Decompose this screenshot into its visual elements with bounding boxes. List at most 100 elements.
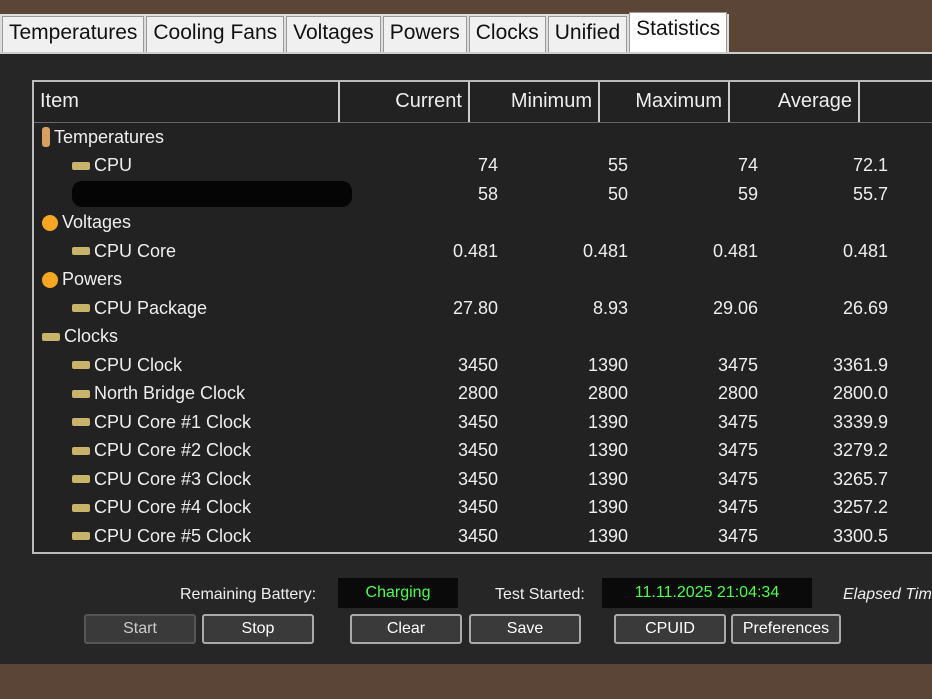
item-name: CPU Core #3 Clock xyxy=(94,468,252,489)
group-row[interactable]: Voltages xyxy=(34,209,932,238)
chip-icon xyxy=(72,475,90,484)
table-header: Item Current Minimum Maximum Average xyxy=(34,82,932,123)
test-started-value: 11.11.2025 21:04:34 xyxy=(602,578,812,608)
item-cell: CPU Core #5 Clock xyxy=(34,526,378,547)
item-name: CPU xyxy=(94,155,133,176)
column-average[interactable]: Average xyxy=(730,82,860,122)
tab-bar: Temperatures Cooling Fans Voltages Powers Cl… xyxy=(0,12,730,55)
item-name: CPU Package xyxy=(94,297,208,318)
chip-icon xyxy=(72,532,90,541)
group-row[interactable]: Temperatures xyxy=(34,123,932,152)
column-maximum[interactable]: Maximum xyxy=(600,82,730,122)
current-value: 3450 xyxy=(457,525,498,546)
minimum-value: 1390 xyxy=(587,440,628,461)
table-row[interactable]: CPU Package 27.80 8.93 29.06 26.69 xyxy=(34,294,932,323)
preferences-button[interactable]: Preferences xyxy=(731,614,841,644)
column-minimum[interactable]: Minimum xyxy=(470,82,600,122)
chip-icon xyxy=(72,389,90,398)
minimum-value: 2800 xyxy=(587,383,628,404)
chip-icon xyxy=(72,247,90,256)
tab-cooling-fans[interactable]: Cooling Fans xyxy=(146,16,285,55)
tab-temperatures[interactable]: Temperatures xyxy=(2,16,145,55)
cpuid-button[interactable]: CPUID xyxy=(614,614,726,644)
minimum-value: 1390 xyxy=(587,497,628,518)
average-value: 26.69 xyxy=(842,297,888,318)
table-row[interactable]: CPU Core #3 Clock 3450 1390 3475 3265.7 xyxy=(34,465,932,494)
table-row[interactable]: CPU Core 0.481 0.481 0.481 0.481 xyxy=(34,237,932,266)
minimum-value: 1390 xyxy=(587,525,628,546)
maximum-value: 3475 xyxy=(717,468,758,489)
item-name: CPU Core #2 Clock xyxy=(94,440,252,461)
tab-unified[interactable]: Unified xyxy=(547,16,628,55)
power-icon xyxy=(42,271,58,288)
column-item[interactable]: Item xyxy=(34,82,340,122)
maximum-value: 3475 xyxy=(717,525,758,546)
group-row[interactable]: Clocks xyxy=(34,323,932,352)
battery-label: Remaining Battery: xyxy=(180,586,317,603)
table-row[interactable]: CPU Core #1 Clock 3450 1390 3475 3339.9 xyxy=(34,408,932,437)
item-name: North Bridge Clock xyxy=(94,383,246,404)
item-cell: Temperatures xyxy=(34,127,348,148)
average-value: 0.481 xyxy=(842,240,888,261)
current-value: 27.80 xyxy=(452,297,498,318)
current-value: 3450 xyxy=(457,440,498,461)
maximum-value: 3475 xyxy=(717,440,758,461)
item-name: Clocks xyxy=(64,326,119,347)
start-button[interactable]: Start xyxy=(84,614,196,644)
chip-icon xyxy=(72,161,90,170)
current-value: 3450 xyxy=(457,411,498,432)
tab-voltages[interactable]: Voltages xyxy=(286,16,381,55)
table-row[interactable]: CPU Core #2 Clock 3450 1390 3475 3279.2 xyxy=(34,437,932,466)
statistics-panel: Item Current Minimum Maximum Average Tem… xyxy=(0,52,932,664)
minimum-value: 50 xyxy=(607,183,628,204)
item-cell: North Bridge Clock xyxy=(34,383,378,404)
table-row[interactable]: North Bridge Clock 2800 2800 2800 2800.0 xyxy=(34,380,932,409)
item-name: CPU Core xyxy=(94,240,177,261)
average-value: 3300.5 xyxy=(832,525,888,546)
table-row[interactable]: CPU Core #5 Clock 3450 1390 3475 3300.5 xyxy=(34,522,932,551)
item-name: CPU Core #1 Clock xyxy=(94,411,252,432)
tab-statistics[interactable]: Statistics xyxy=(629,12,728,55)
item-cell: CPU Core xyxy=(34,241,378,262)
column-current[interactable]: Current xyxy=(340,82,470,122)
average-value: 3279.2 xyxy=(832,440,888,461)
minimum-value: 0.481 xyxy=(582,240,628,261)
save-button[interactable]: Save xyxy=(469,614,581,644)
chip-icon xyxy=(72,503,90,512)
current-value: 3450 xyxy=(457,497,498,518)
clock-chip-icon xyxy=(42,332,60,341)
table-row[interactable]: CPU 74 55 74 72.1 xyxy=(34,152,932,181)
maximum-value: 2800 xyxy=(717,383,758,404)
tab-powers[interactable]: Powers xyxy=(382,16,467,55)
test-started-label: Test Started: xyxy=(495,586,585,603)
maximum-value: 0.481 xyxy=(712,240,758,261)
chip-icon xyxy=(72,418,90,427)
tab-clocks[interactable]: Clocks xyxy=(468,16,546,55)
item-name: CPU Core #4 Clock xyxy=(94,497,252,518)
current-value: 2800 xyxy=(457,383,498,404)
group-row[interactable]: Powers xyxy=(34,266,932,295)
item-cell: CPU Core #3 Clock xyxy=(34,469,378,490)
chip-icon xyxy=(72,361,90,370)
item-cell: Clocks xyxy=(34,326,348,347)
stop-button[interactable]: Stop xyxy=(202,614,314,644)
maximum-value: 29.06 xyxy=(712,297,758,318)
average-value: 3339.9 xyxy=(832,411,888,432)
voltage-icon xyxy=(42,214,58,231)
maximum-value: 59 xyxy=(737,183,758,204)
minimum-value: 1390 xyxy=(587,468,628,489)
maximum-value: 3475 xyxy=(717,411,758,432)
item-cell: Voltages xyxy=(34,212,348,233)
item-cell: CPU Package xyxy=(34,298,378,319)
current-value: 3450 xyxy=(457,468,498,489)
average-value: 72.1 xyxy=(852,155,888,176)
statistics-table[interactable]: Item Current Minimum Maximum Average Tem… xyxy=(32,80,932,554)
thermometer-icon xyxy=(42,127,50,148)
table-row[interactable]: CPU Clock 3450 1390 3475 3361.9 xyxy=(34,351,932,380)
average-value: 55.7 xyxy=(852,183,888,204)
current-value: 74 xyxy=(477,155,498,176)
table-row[interactable]: 58 50 59 55.7 xyxy=(34,180,932,209)
table-row[interactable]: CPU Core #4 Clock 3450 1390 3475 3257.2 xyxy=(34,494,932,523)
item-cell xyxy=(34,181,378,208)
clear-button[interactable]: Clear xyxy=(350,614,462,644)
